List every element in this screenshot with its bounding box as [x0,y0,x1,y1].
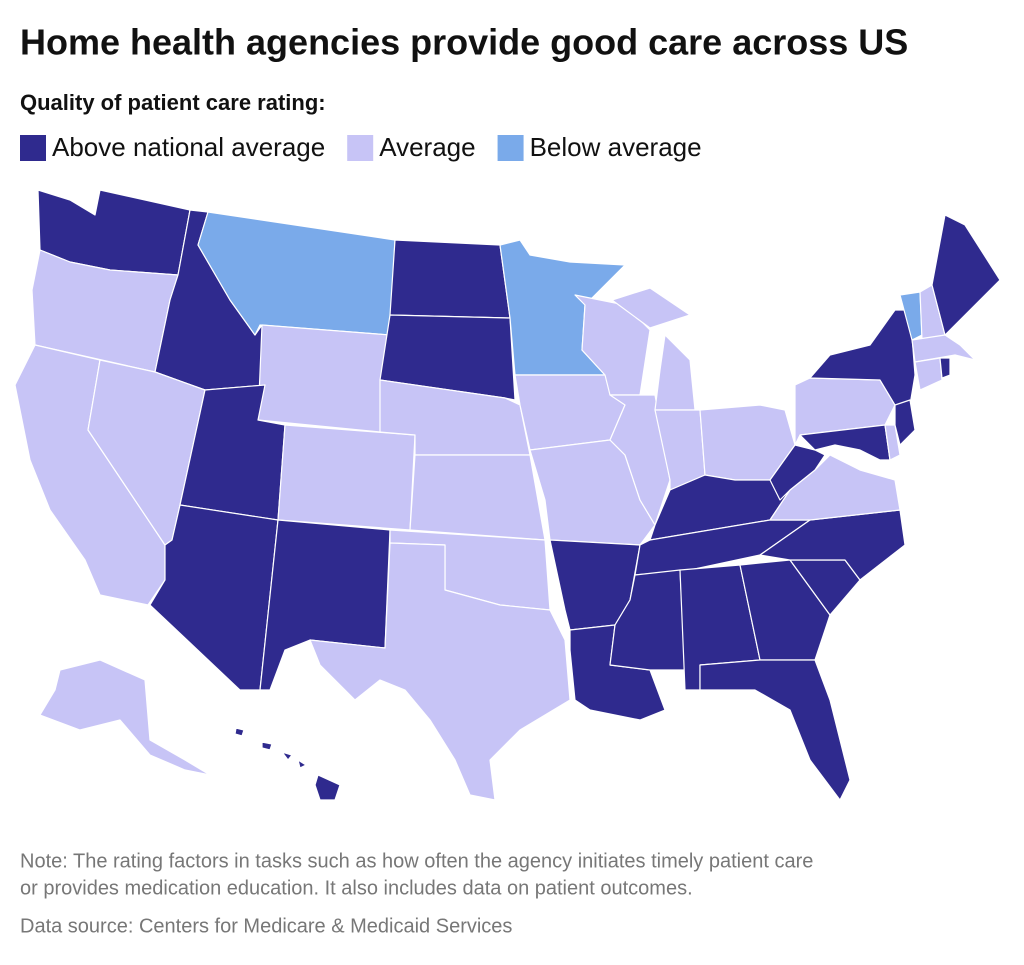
state [894,399,916,446]
state [609,569,686,671]
state [914,357,943,391]
legend-label: Below average [530,132,702,162]
state [809,309,916,411]
legend-swatch [20,135,46,161]
state [309,542,571,801]
legend: Above national average Average Below avera… [20,132,702,162]
map [14,189,1001,801]
state [769,444,826,501]
state [884,424,901,461]
state [389,239,511,319]
note-line: or provides medication education. It als… [20,877,693,899]
note-line: Note: The rating factors in tasks such a… [20,850,813,872]
state [939,357,951,379]
legend-swatch [347,135,374,161]
legend-label: Above national average [52,132,325,162]
subtitle: Quality of patient care rating: [20,90,326,115]
source: Data source: Centers for Medicare & Medi… [20,915,512,937]
state [234,727,341,801]
state [39,659,211,776]
state [257,324,391,433]
title: Home health agencies provide good care a… [20,22,908,63]
legend-label: Average [379,132,475,162]
state [277,424,416,531]
state [379,314,516,401]
state [699,659,851,801]
state [931,214,1001,336]
state [409,454,546,541]
legend-swatch [497,135,524,161]
